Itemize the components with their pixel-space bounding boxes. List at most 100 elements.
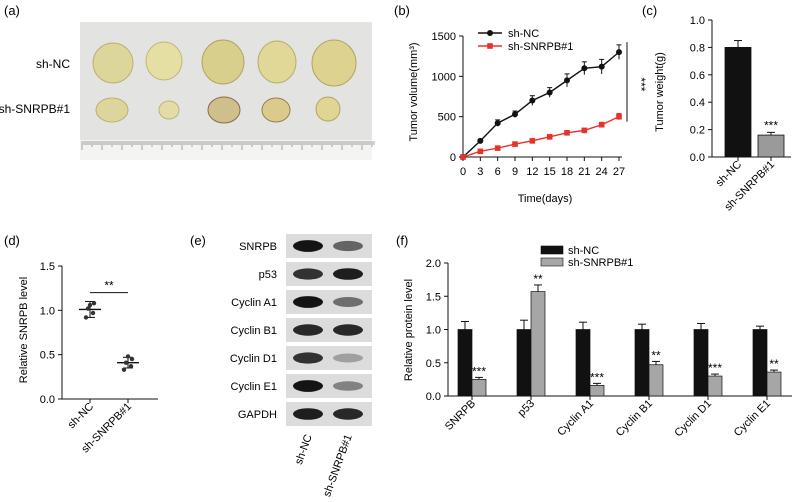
chart-d-y-tick-label: 0.0: [40, 394, 55, 406]
chart-d-ylabel: Relative SNRPB level: [18, 277, 30, 383]
blot-band: [333, 324, 363, 336]
chart-b-point: [581, 127, 588, 134]
chart-b-series-line-0: [462, 51, 620, 158]
chart-f-bar: [516, 329, 532, 397]
chart-b-point: [546, 89, 553, 96]
chart-b-point: [529, 97, 536, 104]
panel-d-label: (d): [4, 233, 20, 248]
blot-band: [333, 353, 363, 363]
chart-d-point: [90, 310, 96, 316]
chart-c-y-tick-label: 0.2: [690, 125, 705, 137]
blot-band: [293, 268, 323, 280]
blot-band: [293, 352, 323, 364]
panel-e-label: (e): [190, 233, 206, 248]
chart-b-point: [494, 145, 501, 151]
chart-f-y-tick-label: 2.0: [426, 258, 441, 270]
chart-d-y-tick-label: 1.0: [40, 305, 55, 317]
blot-band: [293, 240, 323, 252]
panel-a-row-label-snrpb: sh-SNRPB#1: [0, 102, 70, 116]
panel-f-label: (f): [396, 233, 408, 248]
chart-f-y-tick-label: 0.0: [426, 391, 441, 403]
tumor-snrpb-4: [261, 97, 291, 123]
chart-b-point: [494, 120, 501, 127]
chart-d-point: [129, 356, 135, 362]
chart-c-y-tick-label: 0.8: [690, 42, 705, 54]
chart-b-x-tick-label: 9: [512, 166, 518, 178]
chart-f-significance-label: **: [651, 348, 661, 362]
chart-f-bar: [752, 329, 768, 397]
chart-d-point: [85, 306, 91, 311]
chart-f-bar: [693, 329, 709, 397]
blot-band: [293, 296, 323, 308]
chart-b-point: [529, 138, 536, 144]
chart-f-y-tick-label: 1.0: [426, 325, 441, 337]
chart-f-y-tick-label: 0.5: [426, 358, 441, 370]
chart-d-y-tick-label: 1.5: [40, 261, 55, 273]
chart-f-x-tick-label: Cyclin D1: [672, 398, 714, 440]
chart-b-legend-label: sh-NC: [508, 28, 539, 40]
tumor-snrpb-3: [207, 96, 241, 124]
chart-f-ylabel: Relative protein level: [403, 279, 415, 381]
tumor-nc-5: [311, 39, 357, 87]
chart-d-point: [87, 302, 93, 308]
chart-f-significance-label: ***: [708, 361, 722, 375]
tumor-snrpb-5: [315, 96, 341, 122]
chart-f-significance-label: ***: [590, 370, 604, 384]
chart-b-x-tick-label: 0: [460, 166, 466, 178]
chart-f-bar: [457, 329, 473, 397]
chart-f-bar: [471, 379, 487, 397]
chart-f-x-tick-label: Cyclin B1: [614, 398, 655, 439]
chart-b: (b) Tumor volume(mm³) Time(days) 0 500 100…: [394, 3, 648, 205]
chart-b-point: [616, 113, 622, 120]
chart-b-point: [598, 121, 605, 128]
chart-c-bar: [724, 47, 752, 158]
ruler-ticks: [81, 141, 375, 150]
chart-b-point: [477, 137, 484, 144]
chart-f-y-tick-label: 1.5: [426, 291, 441, 303]
chart-f-x-tick-label: Cyclin A1: [555, 398, 596, 439]
tumor-nc-4: [257, 40, 297, 84]
tumor-nc-3: [201, 39, 245, 85]
blot-band: [293, 408, 323, 420]
panel-a: (a) sh-NC sh-SNRPB#1: [0, 3, 375, 160]
chart-f-legend-label: sh-SNRPB#1: [568, 257, 633, 269]
chart-b-y-tick-label: 1500: [432, 31, 456, 43]
chart-c-ylabel: Tumor weight(g): [654, 52, 666, 132]
tumor-nc-2: [145, 41, 183, 81]
chart-f-significance-label: **: [769, 357, 779, 371]
blot-label: GAPDH: [238, 409, 277, 421]
chart-b-point: [564, 77, 570, 84]
chart-b-y-tick-label: 0: [450, 152, 456, 164]
chart-b-legend-marker: [487, 43, 493, 49]
chart-d-y-tick-label: 0.5: [40, 350, 55, 362]
chart-b-point: [616, 49, 622, 56]
chart-c-y-tick-label: 0.6: [690, 70, 705, 82]
chart-b-point: [581, 65, 588, 72]
panel-c-label: (c): [642, 3, 657, 18]
chart-c-y-tick-label: 0.4: [690, 97, 705, 109]
ruler: [80, 140, 372, 160]
chart-c-y-tick-label: 1.0: [690, 15, 705, 27]
blot-label: Cyclin B1: [231, 325, 277, 337]
chart-d-point: [121, 367, 127, 372]
chart-b-point: [564, 130, 570, 136]
chart-d: (d) Relative SNRPB level 0.0 0.5 1.0 1.5 sh-…: [4, 233, 158, 455]
chart-f-legend-swatch: [540, 257, 564, 267]
panel-e: (e) SNRPB p53 Cyclin A1 Cyclin B1 Cyclin D1 C…: [190, 233, 372, 499]
chart-b-legend-marker: [487, 30, 493, 36]
blot-band: [333, 381, 363, 391]
chart-c-significance-label: ***: [764, 118, 778, 132]
chart-f-significance-label: ***: [472, 364, 486, 378]
tumor-snrpb-2: [158, 100, 180, 120]
blot-label: SNRPB: [239, 241, 277, 253]
chart-b-xlabel: Time(days): [518, 193, 573, 205]
chart-f-bar: [707, 375, 723, 397]
panel-a-row-label-nc: sh-NC: [36, 57, 70, 71]
chart-d-point: [128, 363, 134, 369]
chart-b-x-tick-label: 18: [561, 166, 573, 178]
chart-b-point: [512, 111, 518, 118]
blot-band: [333, 408, 363, 420]
blot-label: Cyclin E1: [231, 381, 277, 393]
chart-c: (c) Tumor weight(g) 0.0 0.2 0.4 0.6 0.8 1.0 sh…: [642, 3, 791, 213]
